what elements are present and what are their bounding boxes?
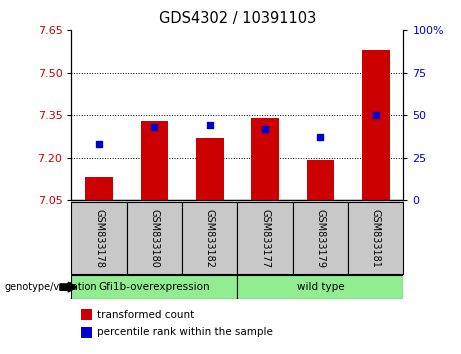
- Text: percentile rank within the sample: percentile rank within the sample: [97, 327, 273, 337]
- Bar: [348, 202, 403, 274]
- Bar: [293, 202, 348, 274]
- Bar: [182, 202, 237, 274]
- Text: GSM833178: GSM833178: [94, 209, 104, 268]
- Text: transformed count: transformed count: [97, 310, 194, 320]
- Bar: [85, 177, 113, 200]
- Point: [317, 134, 324, 140]
- Bar: [127, 202, 182, 274]
- Point: [151, 124, 158, 130]
- Title: GDS4302 / 10391103: GDS4302 / 10391103: [159, 11, 316, 26]
- Text: GSM833182: GSM833182: [205, 209, 215, 268]
- Point: [206, 122, 213, 128]
- Text: GSM833177: GSM833177: [260, 209, 270, 268]
- Text: genotype/variation: genotype/variation: [5, 282, 97, 292]
- Text: wild type: wild type: [296, 282, 344, 292]
- Bar: [237, 202, 293, 274]
- Text: GSM833180: GSM833180: [149, 209, 160, 268]
- Point: [372, 112, 379, 118]
- Bar: [71, 275, 237, 299]
- Text: GSM833179: GSM833179: [315, 209, 325, 268]
- Bar: [71, 202, 127, 274]
- Bar: [237, 275, 403, 299]
- Point: [261, 126, 269, 131]
- Text: GSM833181: GSM833181: [371, 209, 381, 268]
- Bar: [141, 121, 168, 200]
- Text: Gfi1b-overexpression: Gfi1b-overexpression: [99, 282, 210, 292]
- Bar: [196, 138, 224, 200]
- Bar: [362, 50, 390, 200]
- Bar: [307, 160, 334, 200]
- Point: [95, 141, 103, 147]
- Bar: [251, 118, 279, 200]
